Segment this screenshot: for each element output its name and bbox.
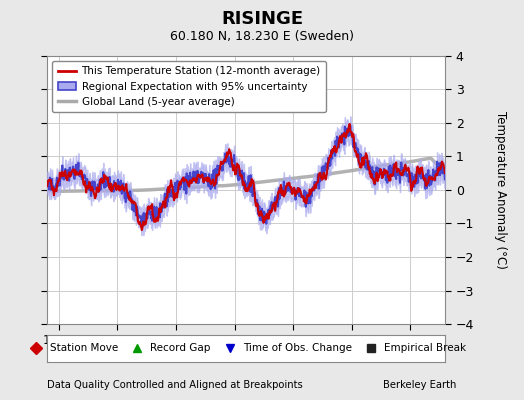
Legend: This Temperature Station (12-month average), Regional Expectation with 95% uncer: This Temperature Station (12-month avera…	[52, 61, 326, 112]
Text: RISINGE: RISINGE	[221, 10, 303, 28]
Text: Berkeley Earth: Berkeley Earth	[383, 380, 456, 390]
Text: 60.180 N, 18.230 E (Sweden): 60.180 N, 18.230 E (Sweden)	[170, 30, 354, 43]
Legend: Station Move, Record Gap, Time of Obs. Change, Empirical Break: Station Move, Record Gap, Time of Obs. C…	[22, 339, 471, 358]
Text: Data Quality Controlled and Aligned at Breakpoints: Data Quality Controlled and Aligned at B…	[47, 380, 303, 390]
Y-axis label: Temperature Anomaly (°C): Temperature Anomaly (°C)	[494, 111, 507, 269]
